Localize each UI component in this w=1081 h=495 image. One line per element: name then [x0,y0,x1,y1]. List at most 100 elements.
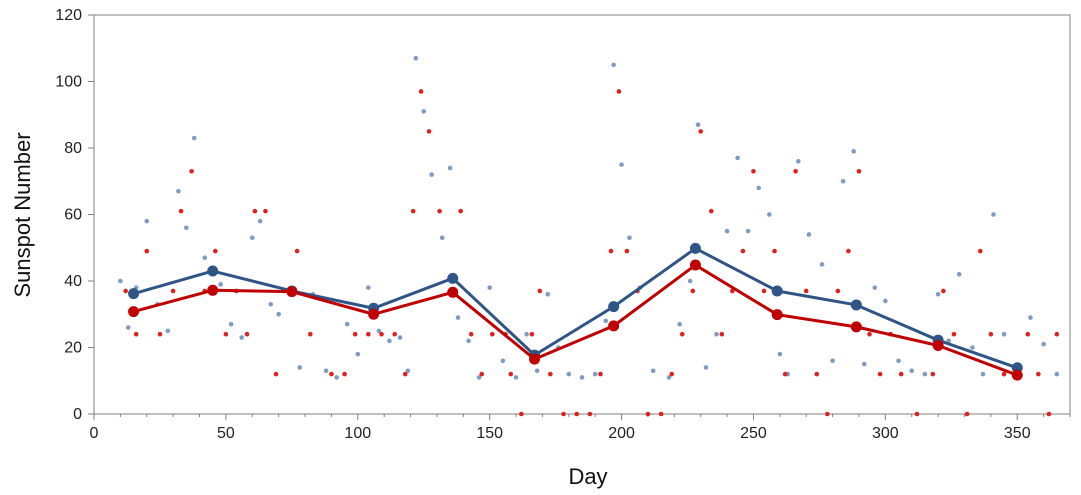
red-data-point [835,288,841,294]
red-series-marker [932,340,944,352]
blue-data-point [455,315,461,320]
red-data-point [867,331,872,337]
blue-series-line [133,246,1018,370]
red-data-point [490,331,495,337]
red-data-point [1054,331,1060,337]
red-data-point [793,168,798,174]
blue-data-point [650,368,656,374]
blue-data-point [1054,371,1060,377]
red-data-point [964,411,970,417]
blue-data-point [766,212,772,217]
x-tick-label: 350 [1004,425,1031,442]
red-data-point [561,411,566,417]
red-data-point [426,129,432,134]
blue-data-point [355,351,361,357]
red-data-point [263,208,268,214]
blue-data-point [666,375,672,380]
red-data-point [608,248,614,254]
red-data-point [669,371,674,377]
blue-data-point [276,311,281,317]
blue-data-point [366,285,371,290]
blue-data-point [165,328,171,334]
red-data-point [914,411,920,417]
red-series-marker [368,308,380,320]
red-data-point [1036,371,1041,377]
blue-data-point [524,331,529,337]
blue-data-point [703,365,709,370]
red-data-point [342,371,347,377]
blue-data-point [297,365,303,370]
red-series-marker [689,259,701,271]
blue-data-point [619,162,624,167]
red-data-point [978,248,983,254]
red-series-marker [1011,369,1023,381]
y-tick-label: 20 [64,340,82,357]
red-data-point [814,371,820,377]
red-data-point [751,168,756,174]
blue-data-point [376,328,382,334]
red-data-point [144,248,150,254]
red-series-line [133,263,1018,377]
blue-data-point [851,149,856,154]
red-series-marker [207,284,219,296]
y-tick-label: 120 [55,7,82,24]
red-data-point [898,371,904,377]
blue-data-point [447,165,453,171]
red-data-point [698,129,704,134]
blue-data-point [466,338,471,344]
blue-data-point [896,358,901,364]
red-data-point [410,208,416,214]
blue-data-point [935,292,941,297]
blue-data-point [714,331,719,337]
red-data-point [598,371,603,377]
red-data-point [244,331,250,337]
red-data-point [437,208,442,214]
blue-data-point [796,159,801,164]
blue-series-marker [771,285,783,297]
red-data-point [189,168,194,174]
red-data-point [223,331,229,337]
y-tick-label: 100 [55,74,82,91]
blue-data-point [191,135,197,141]
blue-data-point [735,155,740,161]
blue-data-point [176,188,181,194]
red-data-point [877,371,883,377]
red-data-point [574,411,580,417]
y-tick-label: 0 [73,406,82,423]
blue-data-point [1028,315,1033,320]
blue-data-point [144,218,150,224]
blue-data-point [687,278,693,284]
red-data-point [178,208,184,214]
red-data-point [252,208,258,214]
x-axis-ticks: 0 50 100 150 200 250 300 350 [90,414,1071,442]
blue-data-point [611,62,616,68]
red-data-point [951,331,957,337]
y-tick-label: 80 [64,140,82,157]
y-axis-ticks: 0 20 40 60 80 100 120 [55,7,94,423]
red-data-point [719,331,725,337]
red-series-marker [529,353,541,365]
blue-data-point [819,262,825,267]
blue-series-marker [207,265,219,277]
red-data-point [537,288,543,294]
blue-data-point [218,282,223,287]
blue-data-point [118,278,123,284]
blue-data-point [228,321,234,327]
blue-data-point [439,235,445,241]
blue-data-point [695,122,701,128]
red-data-point [379,331,384,337]
x-tick-label: 300 [872,425,899,442]
y-axis-title: Sunspot Number [10,132,35,297]
blue-data-point [397,335,403,340]
blue-data-point [970,345,975,350]
blue-data-point [344,321,350,327]
red-data-point [679,331,685,337]
blue-data-point [756,185,762,191]
blue-data-point [566,371,572,377]
blue-data-point [268,301,274,307]
blue-series-marker [689,242,701,254]
blue-data-point [745,228,751,234]
blue-data-point [545,292,551,297]
blue-data-point [777,351,783,357]
red-data-point [392,331,398,337]
